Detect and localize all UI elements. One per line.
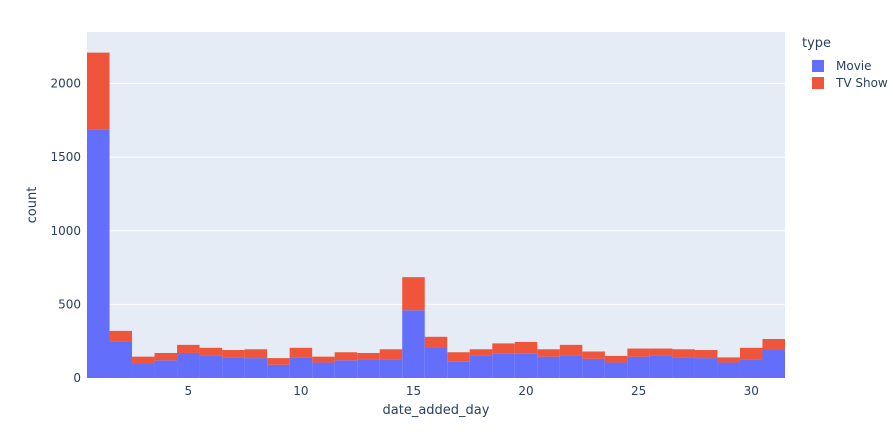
bar-tv-show-day-11 — [312, 356, 335, 363]
bar-movie-day-29 — [717, 362, 740, 378]
bar-tv-show-day-9 — [267, 358, 290, 365]
bar-tv-show-day-6 — [199, 347, 223, 356]
bar-tv-show-day-10 — [289, 347, 313, 358]
y-tick-label: 2000 — [50, 77, 81, 91]
bar-tv-show-day-5 — [177, 344, 200, 353]
bar-tv-show-day-3 — [132, 356, 155, 365]
bar-movie-day-21 — [537, 356, 560, 378]
bar-movie-day-16 — [424, 347, 448, 378]
bar-tv-show-day-7 — [222, 350, 245, 358]
bar-tv-show-day-26 — [649, 348, 673, 356]
bar-tv-show-day-31 — [762, 338, 785, 351]
legend-swatch-tv-show — [812, 76, 824, 89]
legend-label-tv-show: TV Show — [836, 75, 888, 90]
y-tick-label: 0 — [73, 371, 81, 385]
y-axis-ticks: 0 500 1000 1500 2000 — [50, 77, 81, 385]
y-tick-label: 1500 — [50, 150, 81, 164]
bar-movie-day-6 — [199, 355, 223, 378]
bar-movie-day-25 — [627, 356, 650, 378]
bar-tv-show-day-17 — [447, 352, 470, 362]
x-axis-title: date_added_day — [383, 403, 490, 418]
bar-movie-day-1 — [87, 129, 110, 378]
bar-movie-day-14 — [379, 359, 403, 378]
bar-tv-show-day-29 — [717, 357, 740, 363]
bar-tv-show-day-22 — [559, 344, 583, 356]
plot-background — [87, 32, 785, 378]
bar-movie-day-13 — [357, 359, 380, 378]
bar-tv-show-day-8 — [244, 349, 268, 359]
bars — [87, 52, 785, 378]
bar-tv-show-day-30 — [739, 347, 763, 360]
bar-tv-show-day-18 — [469, 349, 493, 356]
bar-movie-day-18 — [469, 355, 493, 378]
bar-tv-show-day-13 — [357, 352, 380, 360]
gridlines — [87, 83, 785, 305]
bar-tv-show-day-4 — [154, 352, 178, 361]
bar-movie-day-8 — [244, 358, 268, 378]
bar-movie-day-5 — [177, 352, 200, 378]
bar-movie-day-28 — [694, 358, 718, 378]
bar-movie-day-20 — [514, 353, 538, 378]
bar-tv-show-day-25 — [627, 348, 650, 357]
bar-tv-show-day-23 — [582, 351, 605, 359]
legend-label-movie: Movie — [836, 58, 872, 73]
bar-movie-day-30 — [739, 359, 763, 378]
bar-tv-show-day-2 — [109, 330, 133, 342]
bar-tv-show-day-16 — [424, 336, 448, 348]
bar-movie-day-23 — [582, 358, 605, 378]
legend-title: type — [802, 36, 832, 51]
bar-tv-show-day-19 — [492, 343, 515, 354]
bar-tv-show-day-14 — [379, 349, 403, 360]
bar-movie-day-22 — [559, 355, 583, 378]
bar-movie-day-2 — [109, 341, 133, 378]
bar-movie-day-26 — [649, 355, 673, 378]
bar-movie-day-9 — [267, 364, 290, 378]
legend-item-tv-show[interactable]: TV Show — [812, 74, 888, 91]
x-tick-label: 30 — [744, 384, 759, 398]
y-tick-label: 500 — [58, 297, 81, 311]
bar-movie-day-17 — [447, 361, 470, 378]
legend-item-movie[interactable]: Movie — [812, 57, 888, 74]
bar-tv-show-day-24 — [604, 355, 628, 363]
bar-tv-show-day-12 — [334, 352, 358, 361]
x-tick-label: 20 — [518, 384, 533, 398]
bar-movie-day-27 — [672, 357, 695, 378]
x-tick-label: 5 — [185, 384, 193, 398]
bar-movie-day-19 — [492, 353, 515, 378]
bar-movie-day-10 — [289, 357, 313, 378]
bar-tv-show-day-21 — [537, 349, 560, 357]
x-tick-label: 15 — [406, 384, 421, 398]
bar-tv-show-day-27 — [672, 349, 695, 358]
bar-movie-day-12 — [334, 360, 358, 378]
y-tick-label: 1000 — [50, 224, 81, 238]
bar-movie-day-7 — [222, 357, 245, 378]
x-tick-label: 10 — [293, 384, 308, 398]
bar-movie-day-31 — [762, 350, 785, 378]
legend: type Movie TV Show — [802, 36, 888, 91]
bar-movie-day-3 — [132, 364, 155, 378]
bar-movie-day-15 — [402, 310, 425, 378]
bar-movie-day-24 — [604, 362, 628, 378]
bar-tv-show-day-28 — [694, 350, 718, 359]
bar-tv-show-day-1 — [87, 52, 110, 130]
bar-movie-day-11 — [312, 362, 335, 378]
y-axis-title: count — [25, 187, 40, 224]
legend-swatch-movie — [812, 59, 824, 72]
x-axis-ticks: 5 10 15 20 25 30 — [185, 384, 759, 398]
x-tick-label: 25 — [631, 384, 646, 398]
bar-tv-show-day-15 — [402, 277, 425, 311]
bar-tv-show-day-20 — [514, 341, 538, 354]
bar-movie-day-4 — [154, 360, 178, 378]
